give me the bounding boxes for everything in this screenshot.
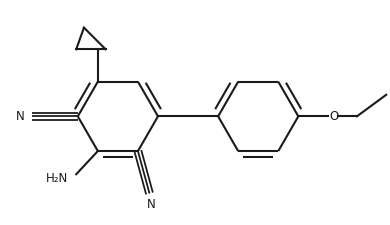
Text: N: N xyxy=(16,110,25,123)
Text: N: N xyxy=(147,198,156,211)
Text: O: O xyxy=(329,110,339,123)
Text: H₂N: H₂N xyxy=(46,172,69,184)
